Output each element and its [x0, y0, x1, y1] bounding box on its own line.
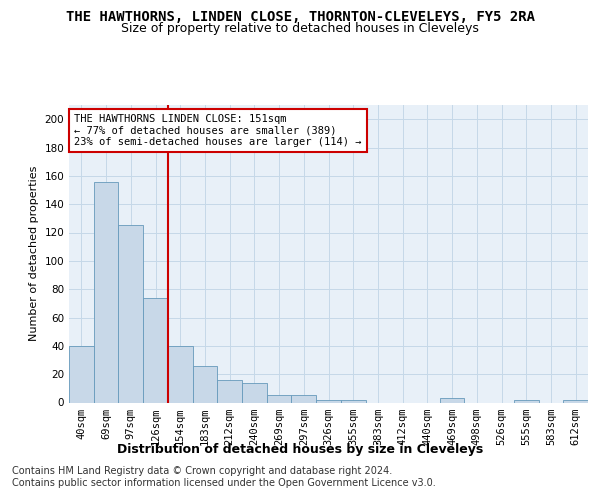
Bar	[168, 346, 193, 403]
Bar	[94, 182, 118, 402]
Bar	[217, 380, 242, 402]
Bar	[69, 346, 94, 403]
Bar	[292, 396, 316, 402]
Bar	[440, 398, 464, 402]
Bar	[193, 366, 217, 403]
Bar	[316, 400, 341, 402]
Text: Size of property relative to detached houses in Cleveleys: Size of property relative to detached ho…	[121, 22, 479, 35]
Text: Contains HM Land Registry data © Crown copyright and database right 2024.: Contains HM Land Registry data © Crown c…	[12, 466, 392, 476]
Bar	[514, 400, 539, 402]
Bar	[143, 298, 168, 403]
Text: THE HAWTHORNS LINDEN CLOSE: 151sqm
← 77% of detached houses are smaller (389)
23: THE HAWTHORNS LINDEN CLOSE: 151sqm ← 77%…	[74, 114, 362, 147]
Bar	[118, 226, 143, 402]
Bar	[242, 382, 267, 402]
Text: Contains public sector information licensed under the Open Government Licence v3: Contains public sector information licen…	[12, 478, 436, 488]
Y-axis label: Number of detached properties: Number of detached properties	[29, 166, 39, 342]
Bar	[563, 400, 588, 402]
Bar	[341, 400, 365, 402]
Bar	[267, 396, 292, 402]
Text: Distribution of detached houses by size in Cleveleys: Distribution of detached houses by size …	[117, 442, 483, 456]
Text: THE HAWTHORNS, LINDEN CLOSE, THORNTON-CLEVELEYS, FY5 2RA: THE HAWTHORNS, LINDEN CLOSE, THORNTON-CL…	[65, 10, 535, 24]
